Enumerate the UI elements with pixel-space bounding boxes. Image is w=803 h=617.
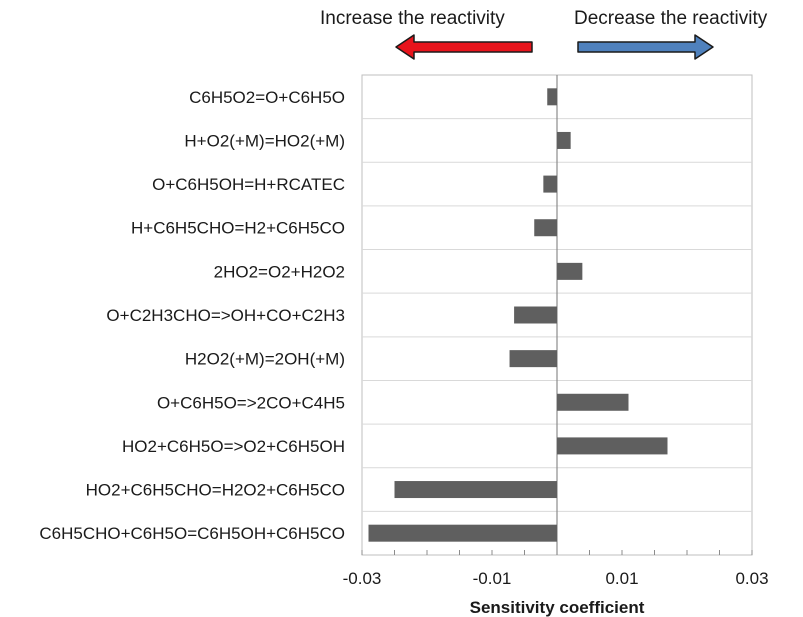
- bar: [509, 350, 557, 368]
- bar: [534, 219, 557, 237]
- category-label: HO2+C6H5O=>O2+C6H5OH: [122, 437, 345, 456]
- category-label: H+C6H5CHO=H2+C6H5CO: [131, 219, 345, 238]
- bar: [557, 393, 629, 411]
- category-label: C6H5O2=O+C6H5O: [189, 88, 345, 107]
- x-tick-label: -0.03: [343, 569, 382, 588]
- bar: [547, 88, 557, 106]
- category-label: H2O2(+M)=2OH(+M): [185, 350, 345, 369]
- bar: [557, 262, 583, 280]
- bar: [368, 524, 557, 542]
- category-label: O+C6H5O=>2CO+C4H5: [157, 393, 345, 412]
- category-label: HO2+C6H5CHO=H2O2+C6H5CO: [86, 481, 345, 500]
- x-tick-label: 0.03: [735, 569, 768, 588]
- decrease-reactivity-label: Decrease the reactivity: [574, 8, 768, 29]
- bar: [543, 175, 557, 193]
- x-tick-label: 0.01: [605, 569, 638, 588]
- increase-reactivity-label: Increase the reactivity: [320, 8, 505, 29]
- x-axis-title: Sensitivity coefficient: [470, 598, 645, 617]
- category-label: O+C6H5OH=H+RCATEC: [152, 175, 345, 194]
- x-tick-label: -0.01: [473, 569, 512, 588]
- bar: [514, 306, 557, 324]
- bar: [557, 437, 668, 455]
- category-label: 2HO2=O2+H2O2: [214, 262, 345, 281]
- decrease-reactivity-arrow: [577, 34, 714, 60]
- category-label: C6H5CHO+C6H5O=C6H5OH+C6H5CO: [39, 524, 345, 543]
- bar: [557, 131, 571, 149]
- increase-reactivity-arrow: [395, 34, 533, 60]
- category-label: H+O2(+M)=HO2(+M): [184, 131, 345, 150]
- bar: [394, 481, 557, 499]
- category-label: O+C2H3CHO=>OH+CO+C2H3: [106, 306, 345, 325]
